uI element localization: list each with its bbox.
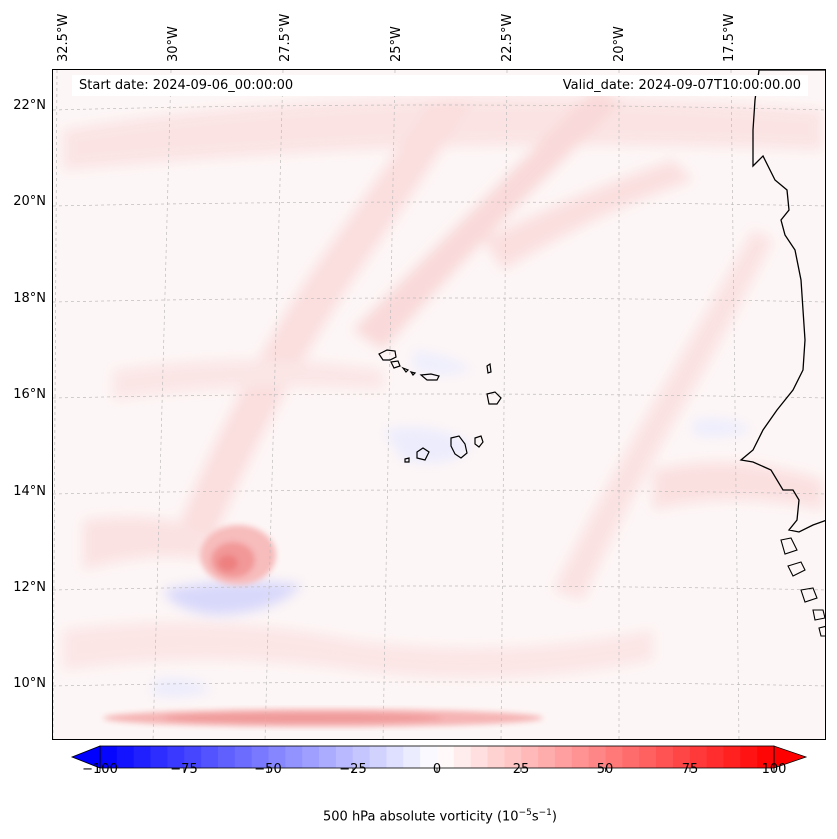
lon-label-25w: 25°W xyxy=(389,26,404,62)
date-header-background xyxy=(72,75,808,96)
lat-label-16n: 16°N xyxy=(13,387,46,402)
colorbar-title-exp2: −1 xyxy=(538,808,552,818)
colorbar-cell xyxy=(133,746,152,768)
lon-label-32-5w: 32.5°W xyxy=(56,13,71,62)
colorbar-tick-label: 75 xyxy=(681,762,699,777)
colorbar-title-exp1: −5 xyxy=(518,808,532,818)
colorbar-tick-label: −75 xyxy=(170,762,198,777)
lat-label-22n: 22°N xyxy=(13,98,46,113)
colorbar-tick-label: 50 xyxy=(596,762,614,777)
lon-label-17-5w: 17.5°W xyxy=(722,13,737,62)
colorbar-cell xyxy=(386,746,404,768)
lat-label-18n: 18°N xyxy=(13,291,46,306)
coastline xyxy=(739,70,825,533)
start-date-label: Start date: 2024-09-06_00:00:00 xyxy=(79,78,294,93)
lon-label-27-5w: 27.5°W xyxy=(278,13,293,62)
lat-label-14n: 14°N xyxy=(13,484,46,499)
vorticity-field xyxy=(53,70,825,739)
lon-label-22-5w: 22.5°W xyxy=(500,13,515,62)
colorbar-cell xyxy=(217,746,236,768)
colorbar-cell xyxy=(470,746,489,768)
colorbar-tick-label: −25 xyxy=(339,762,367,777)
colorbar-cell xyxy=(302,746,320,768)
colorbar-cell xyxy=(554,746,573,768)
lat-label-10n: 10°N xyxy=(13,676,46,691)
map-panel xyxy=(52,69,826,740)
colorbar-tick-label: 25 xyxy=(512,762,530,777)
colorbar-title: 500 hPa absolute vorticity (10−5s−1) xyxy=(0,808,837,824)
colorbar-title-end: ) xyxy=(551,809,557,825)
valid-date-label: Valid_date: 2024-09-07T10:00:00.00 xyxy=(562,78,801,93)
lat-label-20n: 20°N xyxy=(13,194,46,209)
lon-label-20w: 20°W xyxy=(612,26,627,62)
colorbar-title-unit: s xyxy=(531,809,539,825)
lon-label-30w: 30°W xyxy=(166,26,181,62)
colorbar-tick-label: −50 xyxy=(254,762,282,777)
colorbar-cell xyxy=(723,746,741,768)
colorbar-cell xyxy=(639,746,657,768)
colorbar-tick-label: 100 xyxy=(761,762,787,777)
lat-label-12n: 12°N xyxy=(13,580,46,595)
colorbar-tick-label: −100 xyxy=(82,762,118,777)
colorbar-tick-label: 0 xyxy=(432,762,442,777)
cape-verde-islands xyxy=(378,349,502,463)
colorbar-title-main: 500 hPa absolute vorticity (10 xyxy=(323,809,519,825)
